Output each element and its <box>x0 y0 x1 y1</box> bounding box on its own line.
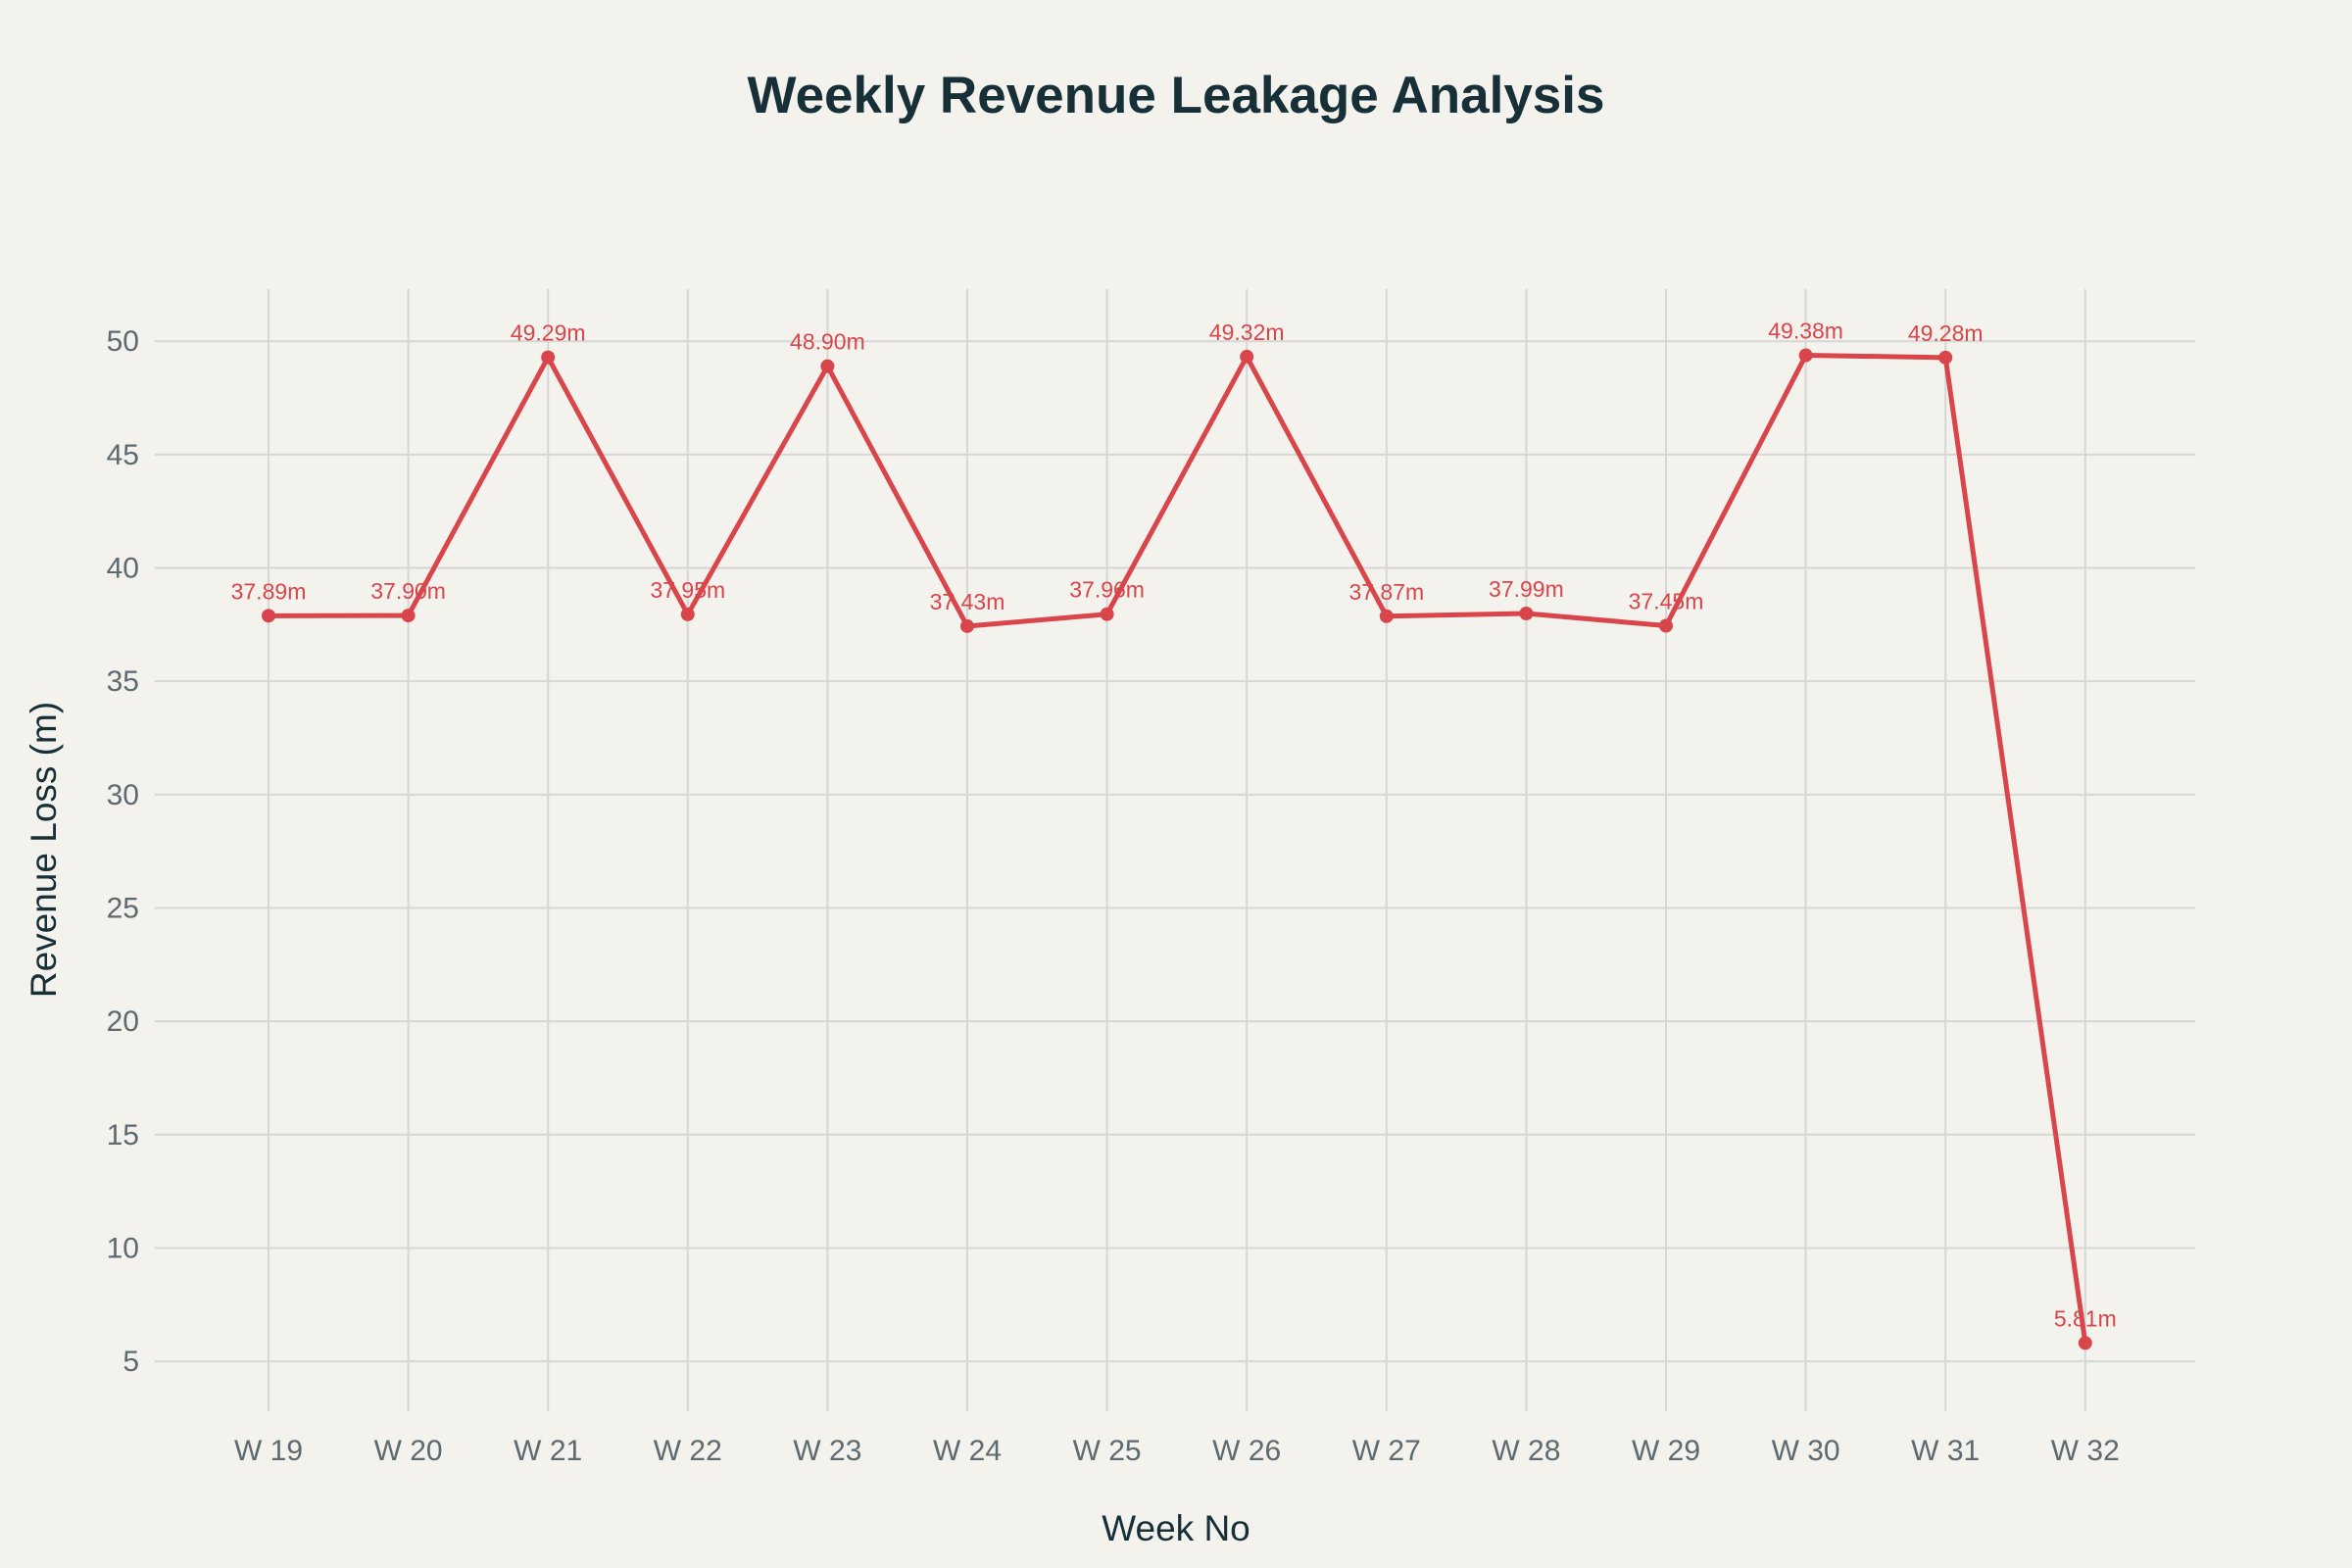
x-tick-label: W 23 <box>793 1435 861 1467</box>
x-tick-label: W 32 <box>2051 1435 2120 1467</box>
x-tick-label: W 19 <box>234 1435 303 1467</box>
data-point <box>1659 618 1673 633</box>
x-tick-label: W 25 <box>1073 1435 1142 1467</box>
chart-title: Weekly Revenue Leakage Analysis <box>748 67 1605 124</box>
series-line <box>268 353 2088 1344</box>
data-label: 37.87m <box>1348 579 1424 605</box>
y-tick-label: 25 <box>107 892 139 924</box>
x-axis-ticks: W 19 W 20 W 21 W 22 W 23 W 24 W 25 W 26 W 27 W 28… <box>234 1435 2120 1467</box>
data-point <box>1100 607 1114 621</box>
data-point <box>680 607 695 621</box>
y-tick-label: 40 <box>107 553 139 585</box>
x-tick-label: W 22 <box>654 1435 722 1467</box>
data-label: 49.38m <box>1768 318 1843 344</box>
x-tick-label: W 26 <box>1212 1435 1281 1467</box>
data-point <box>1379 609 1394 623</box>
y-tick-label: 5 <box>122 1346 139 1378</box>
data-label: 37.43m <box>930 589 1005 614</box>
data-label: 37.96m <box>1069 577 1145 603</box>
data-point <box>1519 607 1534 621</box>
y-tick-label: 10 <box>107 1232 139 1264</box>
data-label: 5.81m <box>2054 1305 2117 1331</box>
x-axis-title: Week No <box>1102 1508 1250 1548</box>
data-label: 48.90m <box>790 329 865 355</box>
y-tick-label: 20 <box>107 1005 139 1038</box>
x-tick-label: W 31 <box>1911 1435 1980 1467</box>
data-point <box>1240 349 1254 364</box>
data-point <box>541 350 556 365</box>
x-tick-label: W 29 <box>1632 1435 1700 1467</box>
data-point <box>1798 348 1813 363</box>
data-point <box>262 609 275 623</box>
data-point <box>401 609 416 623</box>
data-label: 49.29m <box>511 320 586 346</box>
y-tick-label: 35 <box>107 665 139 698</box>
y-tick-label: 30 <box>107 779 139 811</box>
data-labels: 37.89m 37.90m 49.29m 37.95m 48.90m 37.43m 37.9… <box>231 318 2117 1332</box>
y-axis-title: Revenue Loss (m) <box>24 702 64 998</box>
x-gridlines <box>268 289 2086 1411</box>
y-axis-ticks: 5 10 15 20 25 30 35 40 45 50 <box>107 325 139 1378</box>
y-tick-label: 45 <box>107 439 139 471</box>
series-revenue-loss <box>262 348 2092 1350</box>
x-tick-label: W 27 <box>1352 1435 1421 1467</box>
data-point <box>960 618 974 633</box>
data-label: 37.95m <box>650 577 725 603</box>
y-tick-label: 15 <box>107 1119 139 1152</box>
data-label: 49.32m <box>1209 319 1285 345</box>
x-tick-label: W 20 <box>374 1435 443 1467</box>
y-tick-label: 50 <box>107 325 139 358</box>
data-label: 37.45m <box>1629 589 1704 614</box>
x-tick-label: W 28 <box>1492 1435 1560 1467</box>
data-point <box>1938 350 1953 365</box>
data-label: 37.99m <box>1489 576 1564 602</box>
data-label: 37.89m <box>231 578 307 604</box>
data-point <box>2078 1336 2092 1350</box>
data-label: 37.90m <box>370 578 446 604</box>
x-tick-label: W 24 <box>933 1435 1002 1467</box>
y-gridlines <box>155 340 2195 1363</box>
data-label: 49.28m <box>1908 320 1984 346</box>
x-tick-label: W 30 <box>1772 1435 1840 1467</box>
x-tick-label: W 21 <box>514 1435 582 1467</box>
data-point <box>820 359 835 373</box>
